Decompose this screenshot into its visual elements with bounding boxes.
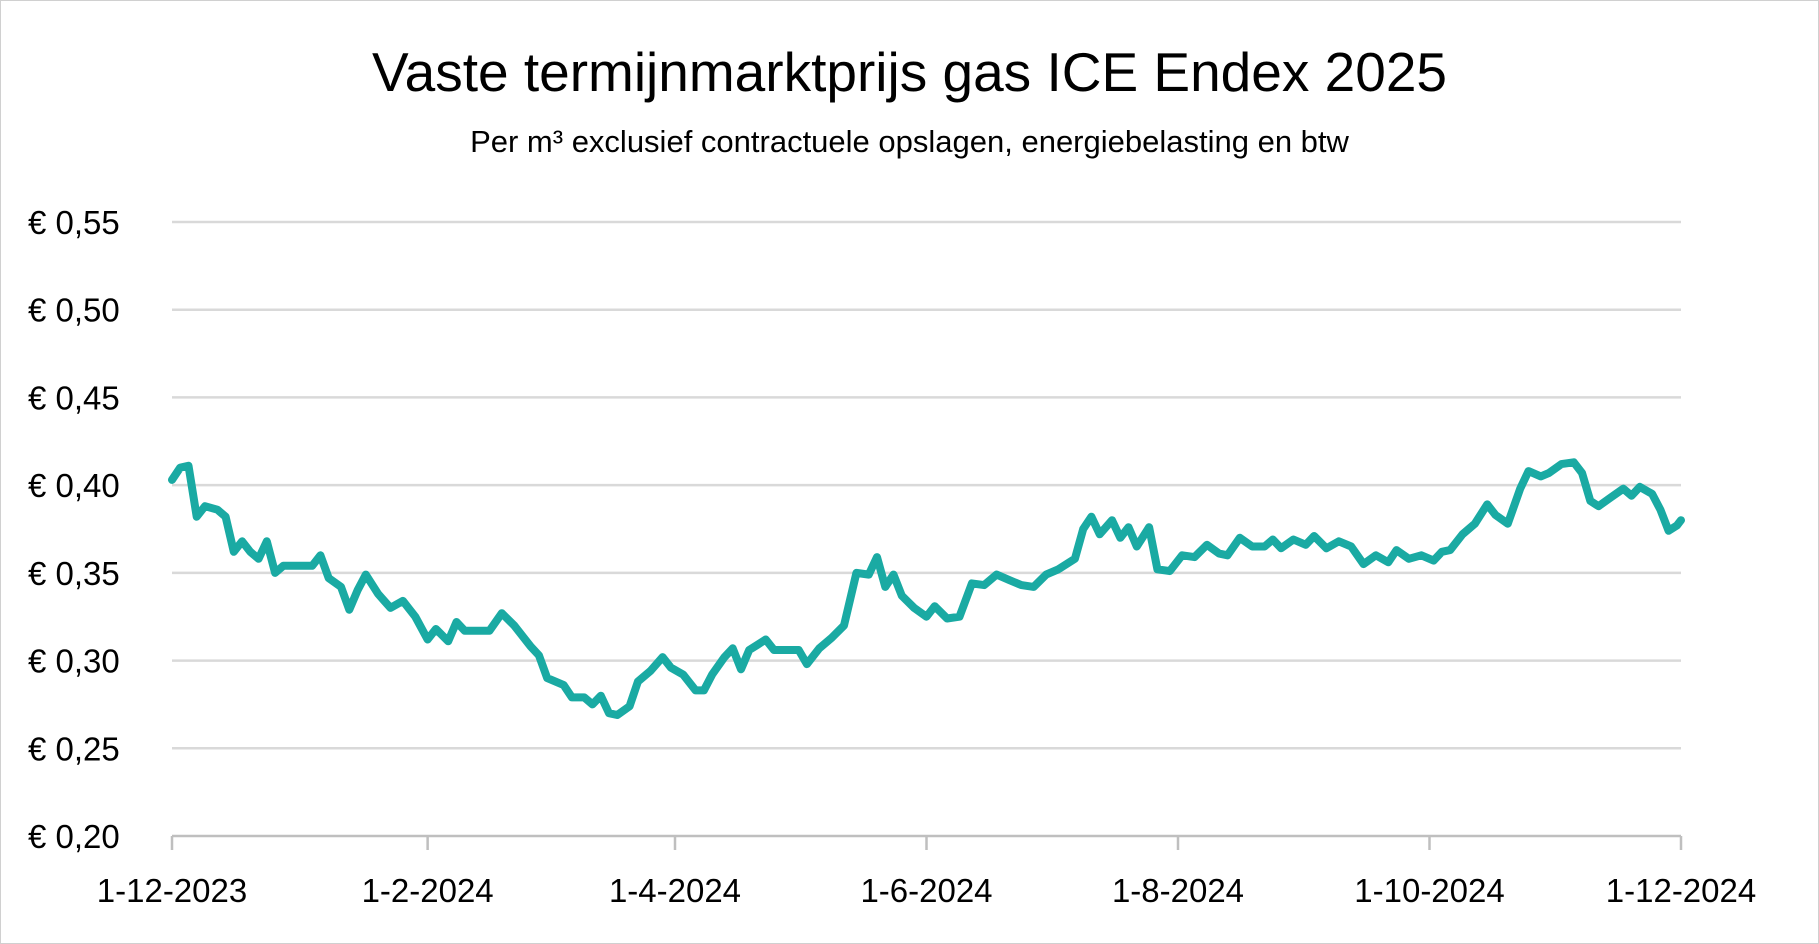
x-tick-label: 1-12-2023 bbox=[97, 872, 247, 909]
series-group bbox=[168, 458, 1685, 719]
tick-labels: € 0,20 € 0,25 € 0,30 € 0,35 € 0,40 € 0,45 € 0,… bbox=[28, 204, 1756, 909]
gridlines bbox=[172, 220, 1681, 750]
x-tick-label: 1-10-2024 bbox=[1354, 872, 1504, 909]
y-tick-label: € 0,30 bbox=[28, 643, 120, 680]
x-tick-label: 1-12-2024 bbox=[1606, 872, 1756, 909]
x-tick-label: 1-4-2024 bbox=[609, 872, 741, 909]
y-tick-label: € 0,35 bbox=[28, 555, 120, 592]
y-tick-label: € 0,25 bbox=[28, 730, 120, 767]
chart-title: Vaste termijnmarktprijs gas ICE Endex 20… bbox=[372, 41, 1447, 103]
chart-subtitle: Per m³ exclusief contractuele opslagen, … bbox=[470, 124, 1349, 159]
series-line bbox=[168, 458, 1685, 719]
y-tick-label: € 0,45 bbox=[28, 379, 120, 416]
y-tick-label: € 0,20 bbox=[28, 818, 120, 855]
x-tick-label: 1-6-2024 bbox=[860, 872, 992, 909]
y-tick-label: € 0,55 bbox=[28, 204, 120, 241]
axes bbox=[170, 834, 1683, 850]
x-tick-label: 1-2-2024 bbox=[362, 872, 494, 909]
x-tick-label: 1-8-2024 bbox=[1112, 872, 1244, 909]
y-tick-label: € 0,50 bbox=[28, 292, 120, 329]
y-tick-label: € 0,40 bbox=[28, 467, 120, 504]
